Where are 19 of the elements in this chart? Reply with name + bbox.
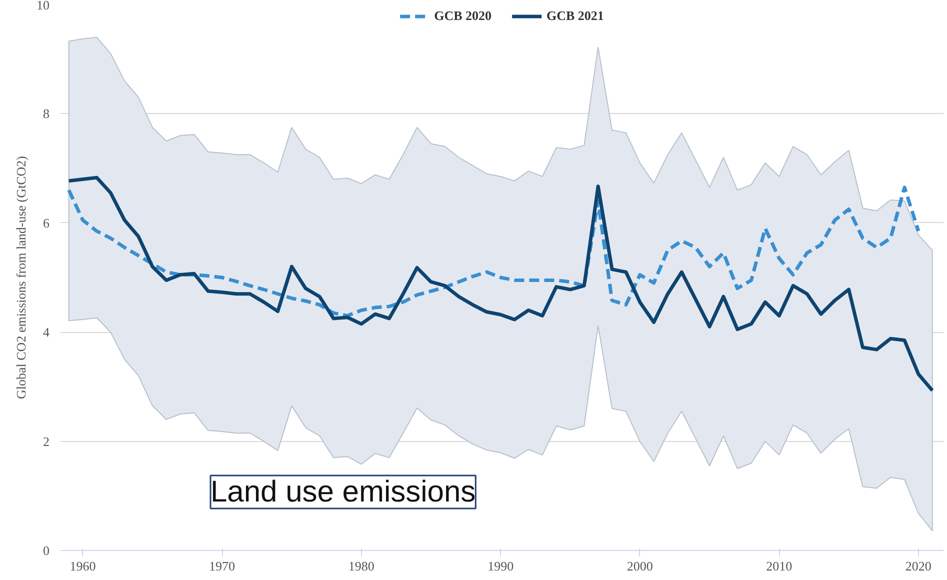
y-axis-title: Global CO2 emissions from land-use (GtCO2) [14, 156, 28, 399]
line-series [67, 186, 920, 318]
y-tick-label: 10 [36, 0, 50, 12]
y-tick-label: 4 [43, 324, 50, 340]
x-tick-label: 1970 [209, 558, 236, 574]
y-tick-label: 6 [43, 215, 50, 230]
x-tick-label: 1960 [70, 558, 96, 574]
x-tick-label: 1980 [348, 558, 374, 574]
x-tick-label: 2000 [626, 558, 653, 574]
x-tick-label: 2010 [766, 558, 792, 574]
x-tick-label: 1990 [488, 558, 514, 574]
y-tick-label: 2 [43, 434, 50, 449]
x-tick-label: 2020 [905, 558, 932, 574]
legend-label: GCB 2020 [434, 8, 492, 24]
annotation: Land use emissions [210, 476, 476, 508]
y-tick-label: 8 [43, 106, 50, 122]
legend-label: GCB 2021 [546, 8, 604, 24]
line-series [67, 176, 934, 392]
y-tick-label: 0 [43, 543, 50, 558]
